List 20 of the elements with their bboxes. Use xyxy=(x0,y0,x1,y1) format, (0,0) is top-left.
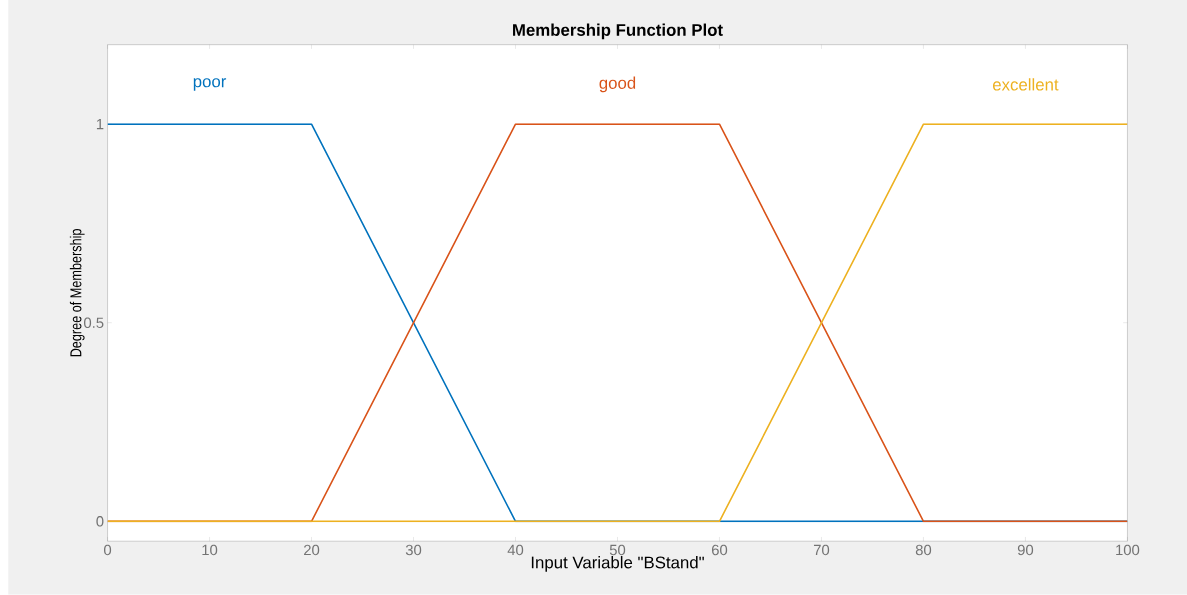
chart-title: Membership Function Plot xyxy=(513,23,723,40)
x-tick-label: 20 xyxy=(304,544,320,556)
x-tick-label: 70 xyxy=(813,544,830,556)
y-tick-label: 0 xyxy=(96,516,104,527)
y-tick-label: 0.5 xyxy=(84,317,104,329)
y-axis-title: Degree of Membership xyxy=(69,229,85,357)
x-tick-label: 100 xyxy=(1116,544,1140,556)
series-label: excellent xyxy=(992,78,1059,91)
series-label: good xyxy=(599,76,636,93)
x-tick-label: 50 xyxy=(609,544,626,556)
x-axis-title: Input Variable "BStand" xyxy=(531,556,704,572)
x-tick-label: 80 xyxy=(915,544,932,556)
x-tick-label: 60 xyxy=(711,544,728,556)
x-tick-label: 40 xyxy=(507,544,524,556)
x-tick-label: 10 xyxy=(202,544,218,556)
series-label: poor xyxy=(193,78,227,91)
x-tick-label: 90 xyxy=(1017,544,1034,556)
x-tick-label: 30 xyxy=(405,544,422,556)
x-tick-label: 0 xyxy=(104,544,112,556)
y-tick-label: 1 xyxy=(96,119,104,130)
